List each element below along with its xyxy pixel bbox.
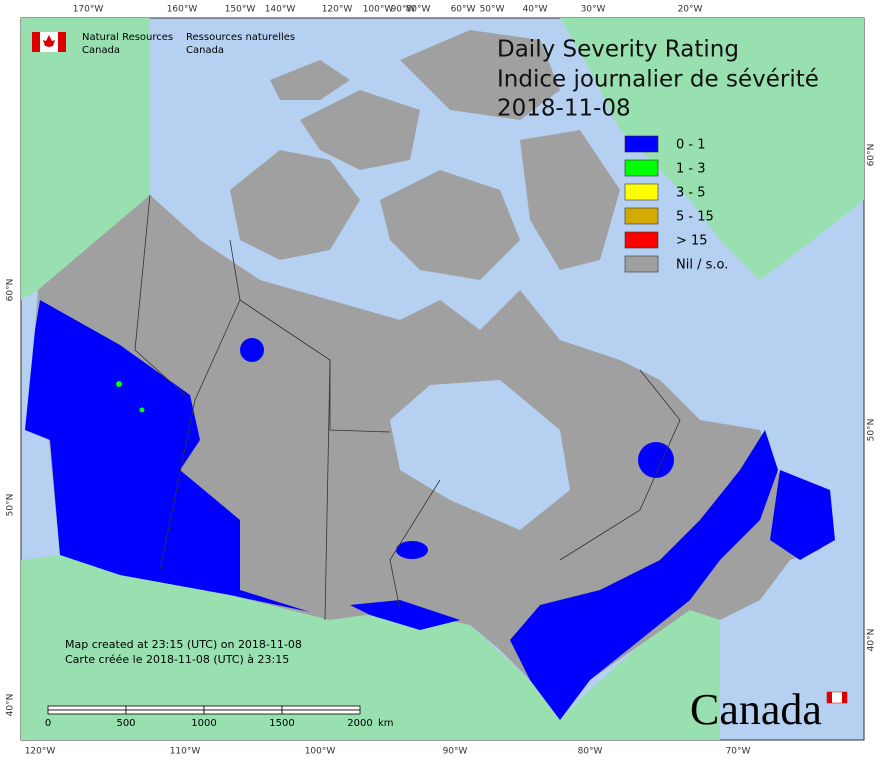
- graticule-label: 150°W: [225, 5, 256, 15]
- graticule-label: 40°W: [523, 5, 548, 15]
- legend-swatch: [624, 255, 659, 273]
- flag-bar: [32, 32, 40, 52]
- graticule-label: 60°W: [451, 5, 476, 15]
- legend-label: 0 - 1: [676, 138, 706, 153]
- legend-label: > 15: [676, 234, 708, 249]
- scale-segment: [47, 705, 127, 711]
- fire-rating-low: [25, 300, 835, 720]
- graticule-label: 20°W: [678, 5, 703, 15]
- graticule-label: 80°W: [406, 5, 431, 15]
- scale-label: 1000: [191, 718, 216, 729]
- scale-label: 2000: [347, 718, 372, 729]
- legend-swatch: [624, 159, 659, 177]
- scale-label: 0: [45, 718, 51, 729]
- legend-label: Nil / s.o.: [676, 258, 728, 273]
- scale-segment: [47, 709, 127, 715]
- wordmark: Canada: [690, 685, 848, 734]
- header: Natural Resources Canada Ressources natu…: [32, 32, 295, 56]
- graticule-label: 50°N: [6, 494, 16, 517]
- graticule-label: 50°W: [480, 5, 505, 15]
- provincial-borders: [134, 194, 681, 621]
- legend-swatch: [624, 183, 659, 201]
- graticule-label: 90°W: [391, 5, 416, 15]
- foreign-land: [21, 18, 864, 740]
- credit-en: Map created at 23:15 (UTC) on 2018-11-08: [65, 638, 302, 651]
- fire-rating-moderate: [116, 381, 145, 413]
- legend-label: 3 - 5: [676, 186, 706, 201]
- org-en: Natural Resources: [82, 32, 173, 43]
- graticule-label: 120°W: [322, 5, 353, 15]
- graticule-label: 60°N: [867, 144, 877, 167]
- graticule-label: 170°W: [73, 5, 104, 15]
- flag-bar: [58, 32, 66, 52]
- flag-leaf: [43, 35, 55, 47]
- graticule-label: 120°W: [25, 747, 56, 757]
- graticule-label: 60°N: [6, 279, 16, 302]
- graticule-labels: 170°W 160°W 150°W 140°W 120°W 100°W90°W80°W 60…: [6, 5, 877, 757]
- legend-swatch: [624, 207, 659, 225]
- graticule-label: 40°N: [6, 694, 16, 717]
- scale-bar: 0 500 1000 1500 2000 km: [45, 705, 394, 729]
- title-fr: Indice journalier de sévérité: [497, 67, 819, 93]
- credits: Map created at 23:15 (UTC) on 2018-11-08…: [65, 638, 302, 666]
- hudson-bay: [390, 380, 570, 530]
- title-block: Daily Severity Rating Indice journalier …: [497, 37, 819, 122]
- graticule-label: 100°W: [305, 747, 336, 757]
- legend-swatch: [624, 231, 659, 249]
- title-date: 2018-11-08: [497, 96, 631, 122]
- wordmark-flag-bar: [842, 692, 847, 703]
- legend-swatch: [624, 135, 659, 153]
- legend-label: 5 - 15: [676, 210, 714, 225]
- graticule-label: 70°W: [726, 747, 751, 757]
- scale-segment: [281, 705, 361, 711]
- graticule-label: 140°W: [265, 5, 296, 15]
- graticule-label: 30°W: [581, 5, 606, 15]
- legend-label: 1 - 3: [676, 162, 706, 177]
- title: Daily Severity Rating: [497, 37, 739, 63]
- graticule-label: 160°W: [167, 5, 198, 15]
- scale-label: 500: [116, 718, 135, 729]
- scale-segment: [125, 709, 205, 715]
- org-en: Canada: [82, 45, 120, 56]
- graticule-label: 50°N: [867, 419, 877, 442]
- org-fr: Canada: [186, 45, 224, 56]
- graticule-label: 100°W: [363, 5, 394, 15]
- wordmark-flag-bar: [827, 692, 832, 703]
- scale-segment: [125, 705, 205, 711]
- scale-segment: [203, 709, 283, 715]
- scale-segment: [281, 709, 361, 715]
- canada-wordmark: Canada: [690, 685, 822, 734]
- graticule-label: 90°W: [443, 747, 468, 757]
- graticule-label: 80°W: [578, 747, 603, 757]
- scale-segment: [203, 705, 283, 711]
- graticule-label: 110°W: [170, 747, 201, 757]
- scale-label: 1500: [269, 718, 294, 729]
- legend: 0 - 1 1 - 3 3 - 5 5 - 15 > 15 Nil / s.o.: [624, 135, 728, 273]
- scale-unit: km: [378, 718, 394, 729]
- org-fr: Ressources naturelles: [186, 32, 295, 43]
- credit-fr: Carte créée le 2018-11-08 (UTC) à 23:15: [65, 653, 289, 666]
- graticule-label: 40°N: [867, 629, 877, 652]
